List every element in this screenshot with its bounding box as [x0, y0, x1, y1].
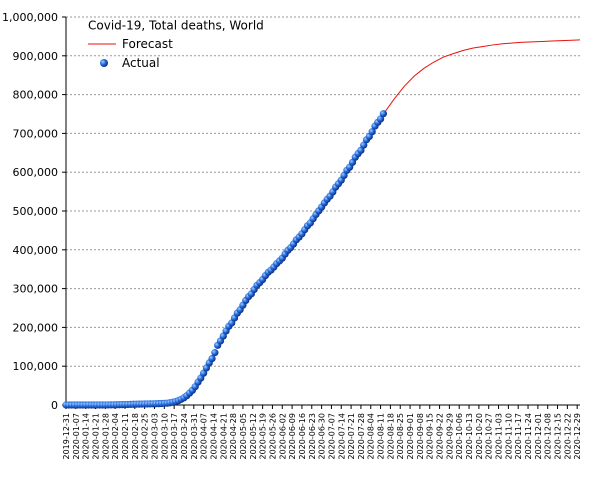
x-tick-label: 2020-08-11 [377, 413, 386, 460]
x-tick-label: 2020-01-21 [91, 413, 100, 460]
forecast-line [384, 39, 581, 113]
x-tick-label: 2020-01-14 [82, 413, 91, 460]
y-tick-label: 900,000 [13, 50, 59, 63]
x-tick-label: 2020-06-02 [278, 413, 287, 460]
x-tick-label: 2020-08-04 [367, 413, 376, 460]
x-tick-label: 2020-10-06 [455, 413, 464, 460]
x-tick-label: 2020-01-07 [72, 413, 81, 460]
x-tick-label: 2020-09-01 [406, 413, 415, 460]
x-tick-label: 2020-03-17 [170, 413, 179, 460]
x-tick-label: 2020-07-21 [347, 413, 356, 460]
x-tick-label: 2020-11-03 [495, 413, 504, 460]
y-tick-label: 1,000,000 [2, 11, 58, 24]
y-tick-label: 700,000 [13, 127, 59, 140]
x-tick-label: 2020-03-03 [150, 413, 159, 460]
y-tick-label: 500,000 [13, 205, 59, 218]
x-tick-label: 2020-11-10 [504, 413, 513, 460]
x-tick-label: 2020-09-29 [445, 413, 454, 460]
x-tick-label: 2020-01-28 [101, 413, 110, 460]
x-tick-label: 2020-08-25 [396, 413, 405, 460]
x-tick-label: 2020-08-18 [386, 413, 395, 460]
x-tick-label: 2020-03-10 [160, 413, 169, 460]
x-tick-label: 2020-02-04 [111, 413, 120, 460]
x-tick-label: 2020-03-31 [190, 413, 199, 460]
x-tick-label: 2020-09-15 [426, 413, 435, 460]
y-tick-label: 300,000 [13, 283, 59, 296]
x-tick-label: 2020-11-24 [524, 413, 533, 460]
data-point [368, 128, 376, 136]
x-tick-label: 2020-12-08 [544, 413, 553, 460]
x-tick-label: 2020-07-07 [327, 413, 336, 460]
x-tick-label: 2020-04-28 [229, 413, 238, 460]
data-point [208, 354, 216, 363]
x-tick-label: 2020-05-05 [239, 413, 248, 460]
x-tick-label: 2020-09-22 [436, 413, 445, 460]
data-point [211, 349, 219, 357]
x-tick-label: 2020-09-08 [416, 413, 425, 460]
data-point [379, 110, 387, 118]
x-tick-label: 2020-12-01 [534, 413, 543, 460]
x-tick-label: 2020-12-22 [563, 413, 572, 460]
data-point [200, 369, 208, 377]
x-tick-label: 2020-05-12 [249, 413, 258, 460]
y-tick-label: 800,000 [13, 89, 59, 102]
x-tick-label: 2020-12-15 [554, 413, 563, 460]
x-tick-label: 2020-03-24 [180, 413, 189, 460]
x-tick-label: 2020-04-07 [200, 413, 209, 460]
x-tick-label: 2020-06-09 [288, 413, 297, 460]
x-tick-label: 2020-10-27 [485, 413, 494, 460]
x-tick-label: 2020-12-29 [573, 413, 582, 460]
x-tick-label: 2020-05-26 [268, 413, 277, 460]
y-tick-label: 100,000 [13, 360, 59, 373]
data-point [376, 115, 385, 123]
x-tick-label: 2020-06-16 [298, 413, 307, 460]
y-tick-label: 400,000 [13, 244, 59, 257]
y-tick-label: 0 [51, 399, 58, 412]
x-tick-label: 2020-04-14 [209, 413, 218, 460]
x-tick-label: 2019-12-31 [62, 413, 71, 460]
x-tick-label: 2020-06-30 [318, 413, 327, 460]
legend-label: Forecast [122, 37, 173, 51]
x-tick-label: 2020-10-20 [475, 413, 484, 460]
x-tick-label: 2020-02-11 [121, 413, 130, 460]
x-tick-label: 2020-10-13 [465, 413, 474, 460]
x-tick-label: 2020-06-23 [308, 413, 317, 460]
legend-label: Actual [122, 56, 160, 70]
x-tick-label: 2020-05-19 [259, 413, 268, 460]
legend-marker [100, 59, 108, 67]
x-tick-label: 2020-02-25 [141, 413, 150, 460]
x-tick-label: 2020-04-21 [219, 413, 228, 460]
y-tick-label: 200,000 [13, 321, 59, 334]
x-tick-label: 2020-07-28 [357, 413, 366, 460]
data-point [360, 141, 368, 149]
y-tick-label: 600,000 [13, 166, 59, 179]
x-tick-label: 2020-07-14 [337, 413, 346, 460]
chart-title: Covid-19, Total deaths, World [88, 19, 264, 33]
x-tick-label: 2020-11-17 [514, 413, 523, 460]
x-tick-label: 2020-02-18 [131, 413, 140, 460]
